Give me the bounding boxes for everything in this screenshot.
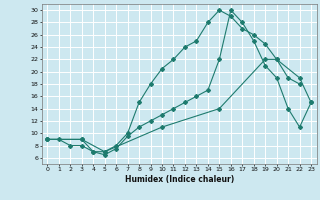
X-axis label: Humidex (Indice chaleur): Humidex (Indice chaleur) xyxy=(124,175,234,184)
